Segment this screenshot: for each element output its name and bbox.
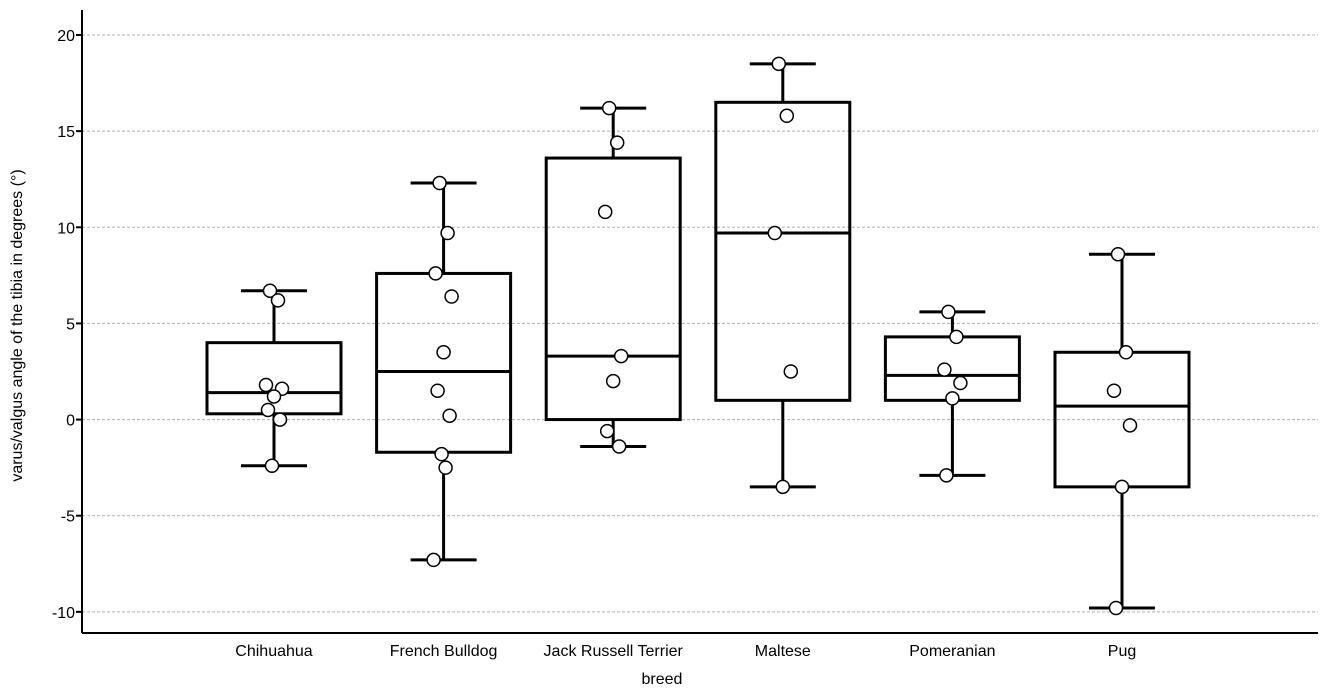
data-point xyxy=(264,458,280,473)
data-point xyxy=(949,329,964,345)
box-group-maltese xyxy=(714,56,852,495)
data-point xyxy=(430,383,445,398)
y-tick-label: 15 xyxy=(57,124,75,141)
data-point xyxy=(783,364,799,379)
y-tick-label: 5 xyxy=(66,316,75,333)
data-point xyxy=(1114,479,1130,495)
x-tick-label: Jack Russell Terrier xyxy=(544,643,684,660)
x-tick-label: French Bulldog xyxy=(390,643,498,660)
x-tick-label: Pomeranian xyxy=(909,643,995,660)
data-point xyxy=(258,377,274,393)
data-point xyxy=(597,204,613,220)
data-point xyxy=(767,225,783,241)
x-axis-ticks: Chihuahua French Bulldog Jack Russell Terr… xyxy=(235,643,1136,660)
x-tick-label: Pug xyxy=(1108,643,1136,660)
data-point xyxy=(941,304,956,320)
y-axis-label: varus/valgus angle of the tibia in degre… xyxy=(9,169,26,481)
data-point xyxy=(426,552,441,568)
data-point xyxy=(266,389,282,404)
data-point xyxy=(775,479,791,495)
data-point xyxy=(432,175,447,191)
axes xyxy=(81,10,1318,634)
data-point xyxy=(1118,345,1134,360)
data-point xyxy=(260,402,276,418)
data-point xyxy=(1106,383,1122,398)
data-point xyxy=(613,348,629,364)
data-point xyxy=(609,135,625,150)
x-axis-label: breed xyxy=(642,671,683,688)
data-point xyxy=(1110,246,1126,262)
y-axis-ticks: 20 15 10 5 0 -5 -10 xyxy=(52,28,82,622)
data-point xyxy=(270,293,286,308)
data-point xyxy=(262,283,278,298)
box-group-pug xyxy=(1053,246,1191,616)
data-point xyxy=(428,266,443,281)
y-tick-label: 20 xyxy=(57,28,75,45)
data-point xyxy=(442,408,457,423)
x-tick-label: Chihuahua xyxy=(235,643,313,660)
box-group-chihuahua xyxy=(205,283,343,473)
box-group-jack-russell-terrier xyxy=(544,100,682,454)
data-point xyxy=(1108,600,1124,616)
x-tick-label: Maltese xyxy=(755,643,811,660)
data-point xyxy=(605,373,621,389)
data-point xyxy=(953,375,968,391)
box-iqr xyxy=(544,156,682,422)
box-iqr xyxy=(883,335,1021,402)
box-iqr xyxy=(375,271,513,454)
data-point xyxy=(771,56,787,72)
data-point xyxy=(1122,418,1138,433)
data-point xyxy=(599,423,615,439)
data-point xyxy=(779,108,795,124)
data-point xyxy=(611,439,627,454)
gridlines xyxy=(82,34,1318,613)
y-tick-label: 0 xyxy=(66,413,75,430)
y-tick-label: 10 xyxy=(57,220,75,237)
data-point xyxy=(937,362,952,377)
data-point xyxy=(434,446,449,462)
data-point xyxy=(945,391,960,406)
data-point xyxy=(436,345,451,360)
box-group-pomeranian xyxy=(883,304,1021,483)
y-tick-label: -10 xyxy=(52,605,75,622)
y-tick-label: -5 xyxy=(61,509,75,526)
data-point xyxy=(444,289,459,304)
data-point xyxy=(272,412,288,427)
data-point xyxy=(440,225,455,241)
boxes xyxy=(205,56,1191,616)
data-point xyxy=(438,460,453,475)
data-point xyxy=(939,468,954,483)
box-iqr xyxy=(714,100,852,402)
data-point xyxy=(601,100,617,116)
box-group-french-bulldog xyxy=(375,175,513,568)
